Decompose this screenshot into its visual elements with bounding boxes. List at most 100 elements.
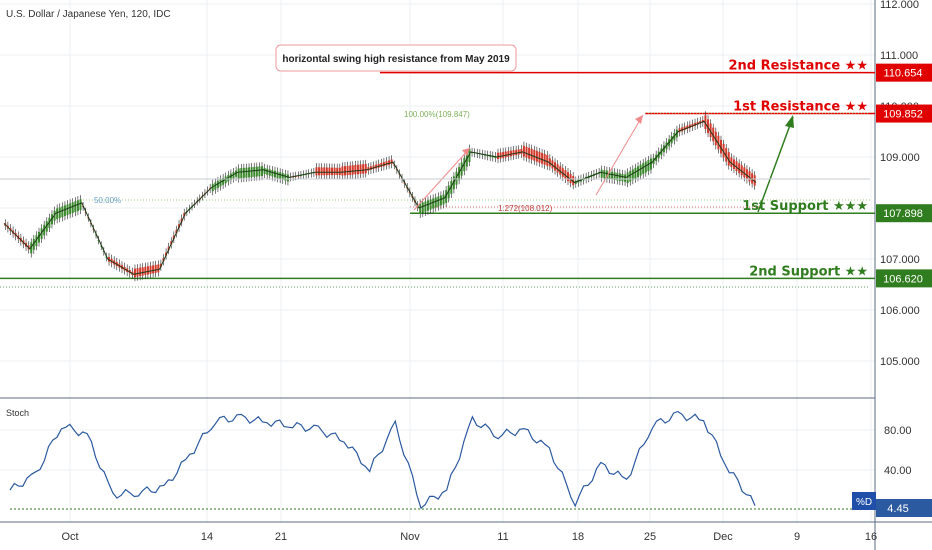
price-badge[interactable]: [876, 63, 932, 82]
time-tick-label: 9: [794, 531, 800, 543]
svg-text:1st Support ★★★: 1st Support ★★★: [742, 199, 868, 214]
candle-body: [248, 167, 251, 178]
stoch-legend-badge[interactable]: %D: [852, 492, 876, 510]
price-badge-label: 110.654: [884, 68, 923, 80]
candle-body: [642, 163, 645, 175]
candle-body: [445, 190, 448, 203]
candle-body: [463, 157, 466, 172]
candle-body: [600, 169, 603, 178]
candle-body: [266, 168, 269, 175]
candle-body: [714, 131, 717, 146]
candle-body: [146, 266, 149, 275]
candle-body: [79, 199, 82, 211]
level-label: 1st Resistance ★★: [733, 100, 868, 115]
time-tick-label: Oct: [61, 531, 78, 543]
candle-body: [390, 159, 393, 165]
candle-body: [320, 167, 323, 176]
candle-body: [250, 167, 253, 178]
level-label: 2nd Resistance ★★: [729, 59, 869, 74]
stoch-tick-label: 80.00: [884, 425, 912, 437]
candle-body: [530, 148, 533, 160]
price-tick-label: 112.000: [880, 0, 919, 11]
candle-body: [458, 167, 461, 181]
candle-body: [439, 195, 442, 206]
candle-body: [240, 168, 243, 179]
candle-body: [520, 148, 523, 154]
time-tick-label: 16: [865, 531, 877, 543]
candle-body: [502, 151, 505, 158]
stoch-legend-label: %D: [856, 497, 872, 508]
candle-body: [637, 166, 640, 178]
candle-body: [647, 160, 650, 172]
candle-body: [318, 167, 321, 176]
time-tick-label: 25: [644, 531, 656, 543]
price-badge-label: 109.852: [883, 109, 923, 121]
candle-body: [707, 119, 710, 134]
candle-body: [362, 164, 365, 174]
fib-mid-label: 50.00%: [94, 196, 121, 205]
price-badge[interactable]: [876, 269, 932, 288]
candle-body: [564, 170, 567, 179]
candle-body: [567, 172, 569, 181]
candle-body: [279, 172, 282, 179]
candle-body: [35, 235, 38, 247]
candle-body: [465, 153, 468, 167]
candle-body: [460, 162, 463, 176]
candle-body: [554, 162, 557, 171]
candle-body: [735, 161, 738, 172]
candle-body: [634, 167, 637, 179]
price-badge[interactable]: [876, 204, 932, 223]
candle-body: [380, 162, 383, 167]
candle-body: [613, 172, 616, 180]
candle-body: [382, 162, 385, 167]
stoch-title: Stoch: [6, 408, 29, 418]
candle-body: [730, 157, 733, 167]
candle-body: [432, 198, 435, 209]
candle-body: [144, 266, 147, 276]
candle-body: [63, 205, 66, 217]
candle-body: [629, 170, 632, 182]
annotation-box[interactable]: horizontal swing high resistance from Ma…: [275, 44, 517, 72]
candle-body: [611, 171, 614, 180]
time-tick-label: 11: [497, 531, 508, 543]
candle-body: [325, 167, 328, 176]
candle-body: [504, 151, 507, 158]
candle-body: [284, 173, 287, 181]
candle-body: [447, 185, 450, 199]
price-badge[interactable]: [876, 104, 932, 123]
candle-body: [450, 180, 453, 194]
candle-body: [738, 163, 741, 174]
candle-body: [66, 204, 69, 216]
candle-body: [354, 165, 357, 175]
candle-body: [216, 180, 219, 189]
candle-body: [644, 161, 647, 173]
candle-body: [541, 152, 544, 164]
candle-body: [268, 169, 271, 176]
price-axis[interactable]: 105.000106.000107.000108.000109.000110.0…: [880, 0, 920, 368]
candle-body: [388, 160, 391, 165]
candle-body: [336, 167, 339, 176]
level-label: 2nd Support ★★: [749, 264, 868, 279]
grid: [0, 0, 875, 522]
candle-body: [546, 154, 549, 166]
level-label: 1st Support ★★★: [742, 199, 868, 214]
candle-body: [328, 167, 331, 176]
stoch-current-badge[interactable]: 4.45: [876, 499, 932, 517]
candle-body: [509, 150, 512, 157]
svg-text:2nd Support ★★: 2nd Support ★★: [749, 264, 868, 279]
candle-body: [499, 152, 502, 159]
candle-body: [227, 174, 230, 182]
candle-body: [133, 268, 136, 278]
candle-body: [748, 171, 751, 182]
candle-body: [211, 183, 214, 192]
price-tick-label: 111.000: [880, 50, 918, 62]
candle-body: [315, 167, 318, 176]
candle-body: [528, 147, 531, 159]
stoch-series-line: [9, 410, 756, 510]
time-axis[interactable]: Oct 14 21 Nov 11 18 25 Dec 9 16: [61, 531, 877, 543]
candle-body: [219, 179, 222, 187]
levels: 2nd Resistance ★★ 110.654 1st Resistance ★…: [0, 59, 932, 288]
stoch-axis[interactable]: 40.00 80.00: [884, 425, 912, 477]
candle-body: [56, 208, 59, 220]
candle-body: [139, 267, 142, 277]
